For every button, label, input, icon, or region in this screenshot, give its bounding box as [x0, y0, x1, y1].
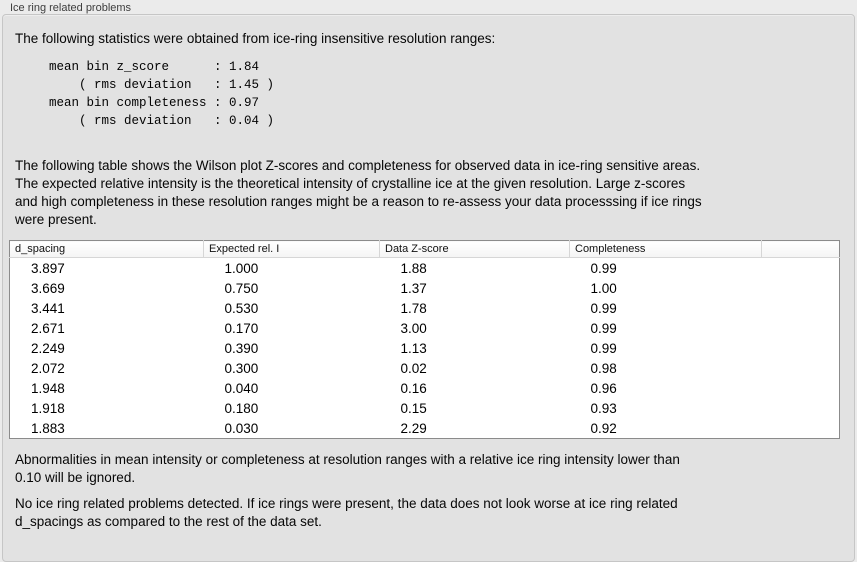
column-header-expected-rel-i[interactable]: Expected rel. I — [203, 240, 380, 258]
column-header-empty[interactable] — [761, 240, 840, 258]
table-cell: 0.300 — [224, 360, 259, 376]
table-cell: 0.390 — [224, 340, 259, 356]
table-cell: 0.750 — [224, 280, 259, 296]
table-cell — [762, 258, 840, 279]
table-cell: 0.180 — [224, 400, 259, 416]
table-cell — [762, 358, 840, 378]
table-cell: 1.00 — [590, 280, 617, 296]
table-body: 3.897 1.000 1.88 0.99 3.669 0.750 1.37 1.00 3.44… — [10, 258, 840, 439]
table-cell: 3.00 — [400, 320, 427, 336]
table-cell: 3.441 — [31, 300, 65, 316]
table-cell — [762, 378, 840, 398]
table-cell: 0.96 — [590, 380, 617, 396]
table-header-row: d_spacing Expected rel. I Data Z-score Comp… — [9, 240, 840, 258]
table-cell: 0.040 — [224, 380, 259, 396]
table-cell: 0.99 — [590, 260, 617, 276]
table-cell — [762, 418, 840, 439]
table-row[interactable]: 3.897 1.000 1.88 0.99 — [10, 258, 840, 279]
column-header-data-z-score[interactable]: Data Z-score — [379, 240, 570, 258]
table-cell: 0.030 — [224, 420, 259, 436]
ignore-note-text: Abnormalities in mean intensity or compl… — [15, 452, 680, 485]
stats-block: mean bin z_score : 1.84 ( rms deviation … — [49, 60, 275, 128]
table-cell: 0.170 — [224, 320, 259, 336]
table-row[interactable]: 2.072 0.300 0.02 0.98 — [10, 358, 840, 378]
table-cell: 1.78 — [400, 300, 427, 316]
table-cell — [762, 318, 840, 338]
panel-title: Ice ring related problems — [10, 2, 132, 14]
table-cell: 1.88 — [400, 260, 427, 276]
ice-ring-table: d_spacing Expected rel. I Data Z-score Comp… — [9, 240, 840, 439]
table-row[interactable]: 3.669 0.750 1.37 1.00 — [10, 278, 840, 298]
ice-ring-groupbox: The following statistics were obtained f… — [2, 14, 855, 562]
table-cell: 0.99 — [590, 300, 617, 316]
table-row[interactable]: 2.249 0.390 1.13 0.99 — [10, 338, 840, 358]
table-row[interactable]: 1.948 0.040 0.16 0.96 — [10, 378, 840, 398]
conclusion-text: No ice ring related problems detected. I… — [15, 496, 678, 529]
column-header-completeness[interactable]: Completeness — [569, 240, 762, 258]
table-row[interactable]: 1.883 0.030 2.29 0.92 — [10, 418, 840, 439]
table-cell: 0.530 — [224, 300, 259, 316]
table-cell: 2.671 — [31, 320, 65, 336]
table-cell: 0.16 — [400, 380, 427, 396]
description-text: The following table shows the Wilson plo… — [15, 158, 702, 227]
table-cell: 3.897 — [31, 260, 65, 276]
table-cell — [762, 398, 840, 418]
table-cell: 1.13 — [400, 340, 427, 356]
table-cell: 0.99 — [590, 320, 617, 336]
table-cell: 2.072 — [31, 360, 65, 376]
table-cell: 0.02 — [400, 360, 427, 376]
table-cell: 0.93 — [590, 400, 617, 416]
table-cell — [762, 278, 840, 298]
table-cell: 1.918 — [31, 400, 65, 416]
table-cell: 0.92 — [590, 420, 617, 436]
table-cell: 1.37 — [400, 280, 427, 296]
table-row[interactable]: 2.671 0.170 3.00 0.99 — [10, 318, 840, 338]
table-cell: 3.669 — [31, 280, 65, 296]
table-cell: 1.948 — [31, 380, 65, 396]
column-header-d-spacing[interactable]: d_spacing — [9, 240, 204, 258]
table-cell: 1.000 — [224, 260, 259, 276]
table-cell: 0.15 — [400, 400, 427, 416]
table-cell: 0.98 — [590, 360, 617, 376]
table-row[interactable]: 1.918 0.180 0.15 0.93 — [10, 398, 840, 418]
table-cell: 0.99 — [590, 340, 617, 356]
table-cell: 2.249 — [31, 340, 65, 356]
table-cell: 1.883 — [31, 420, 65, 436]
table-cell: 2.29 — [400, 420, 427, 436]
table-cell — [762, 298, 840, 318]
table-cell — [762, 338, 840, 358]
table-row[interactable]: 3.441 0.530 1.78 0.99 — [10, 298, 840, 318]
intro-text: The following statistics were obtained f… — [15, 31, 496, 46]
